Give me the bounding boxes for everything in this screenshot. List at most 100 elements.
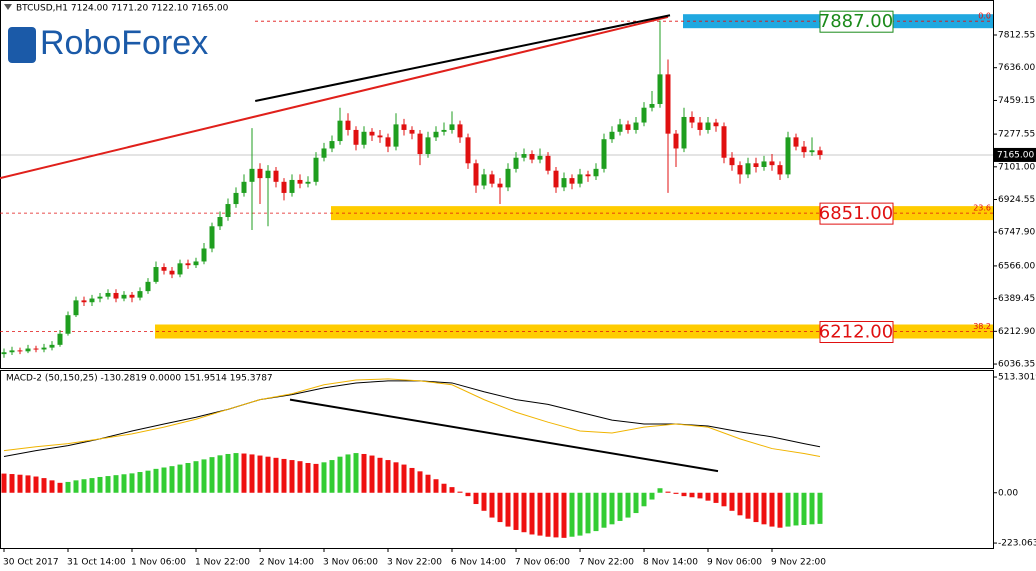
candle-body — [81, 300, 87, 303]
histogram-bar — [281, 458, 287, 493]
histogram-bar — [145, 470, 151, 493]
candle-body — [553, 170, 559, 188]
candle-body — [713, 122, 719, 127]
histogram-bar — [473, 492, 479, 505]
histogram-bar — [121, 474, 127, 493]
histogram-bar — [169, 466, 175, 493]
candle-body — [521, 154, 527, 158]
histogram-bar — [161, 467, 167, 493]
candle-body — [393, 124, 399, 147]
y-tick-label: 6924.55 — [998, 195, 1035, 205]
histogram-bar — [817, 492, 823, 524]
histogram-bar — [81, 479, 87, 493]
candle-body — [217, 217, 223, 227]
candle-body — [465, 137, 471, 164]
histogram-bar — [689, 492, 695, 498]
histogram-bar — [337, 456, 343, 493]
histogram-bar — [553, 492, 559, 538]
level-zone — [155, 324, 993, 339]
candle-body — [641, 107, 647, 123]
histogram-bar — [233, 453, 239, 493]
y-tick-label: 7459.15 — [998, 96, 1035, 106]
level-label: 7887.00 — [819, 11, 893, 32]
histogram-bar — [105, 476, 111, 493]
x-tick-label: 1 Nov 06:00 — [131, 558, 186, 568]
candle-body — [113, 292, 119, 299]
histogram-bar — [137, 472, 143, 493]
histogram-bar — [401, 464, 407, 493]
histogram-bar — [561, 492, 567, 538]
histogram-bar — [793, 492, 799, 526]
candle-body — [145, 281, 151, 292]
candle-body — [241, 181, 247, 193]
candle-body — [433, 131, 439, 138]
candle-body — [65, 315, 71, 334]
candle-body — [121, 294, 127, 299]
histogram-bar — [209, 457, 215, 493]
histogram-bar — [489, 492, 495, 518]
candle-body — [49, 344, 55, 348]
y-tick-label: 7101.00 — [998, 162, 1035, 172]
candle-body — [329, 141, 335, 149]
histogram-bar — [649, 492, 655, 500]
y-tick-label: 6747.90 — [998, 228, 1035, 238]
histogram-bar — [17, 474, 23, 493]
candle-body — [281, 181, 287, 193]
histogram-bar — [673, 492, 679, 494]
histogram-bar — [657, 488, 663, 493]
y-tick-label: 7636.00 — [998, 63, 1035, 73]
histogram-bar — [185, 462, 191, 493]
histogram-bar — [737, 492, 743, 516]
candle-body — [41, 347, 47, 350]
candle-body — [201, 248, 207, 262]
histogram-bar — [393, 462, 399, 493]
candle-body — [249, 168, 255, 182]
histogram-bar — [377, 457, 383, 493]
histogram-bar — [777, 492, 783, 528]
y-tick-label: 7812.55 — [998, 30, 1035, 40]
histogram-bar — [585, 492, 591, 534]
candle-body — [449, 124, 455, 130]
candle-body — [737, 165, 743, 175]
level-label: 6851.00 — [819, 203, 893, 224]
candle-body — [265, 170, 271, 179]
histogram-bar — [217, 455, 223, 493]
histogram-bar — [513, 492, 519, 530]
histogram-bar — [769, 492, 775, 527]
trendline — [254, 14, 671, 103]
candle-body — [337, 120, 343, 142]
candle-body — [537, 155, 543, 160]
candle-body — [625, 124, 631, 130]
histogram-bar — [617, 492, 623, 521]
histogram-bar — [177, 464, 183, 493]
histogram-bar — [537, 492, 543, 536]
candle-body — [609, 131, 615, 140]
candle-body — [377, 135, 383, 138]
price-panel — [0, 0, 994, 369]
histogram-bar — [329, 460, 335, 493]
histogram-bar — [249, 454, 255, 493]
candle-body — [545, 155, 551, 171]
histogram-bar — [25, 475, 31, 493]
candle-body — [665, 74, 671, 134]
candle-body — [225, 204, 231, 218]
candle-body — [425, 137, 431, 155]
fib-label: 23.6 — [973, 204, 991, 213]
histogram-bar — [505, 492, 511, 527]
candle-body — [457, 124, 463, 138]
histogram-bar — [641, 492, 647, 507]
candle-body — [57, 333, 63, 345]
candle-body — [233, 192, 239, 205]
level-label-box — [819, 10, 894, 33]
histogram-bar — [449, 487, 455, 493]
candle-body — [697, 122, 703, 130]
candle-body — [489, 174, 495, 184]
candle-body — [25, 348, 31, 352]
histogram-bar — [609, 492, 615, 525]
histogram-bar — [41, 478, 47, 493]
histogram-bar — [801, 492, 807, 526]
x-tick-label: 9 Nov 06:00 — [707, 558, 762, 568]
histogram-bar — [89, 478, 95, 493]
histogram-bar — [681, 492, 687, 497]
